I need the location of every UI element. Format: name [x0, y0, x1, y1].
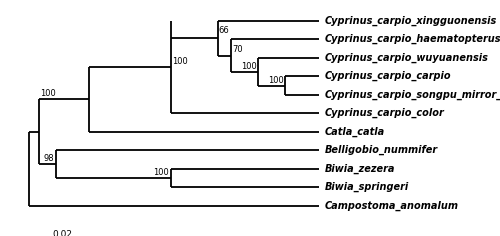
- Text: Cyprinus_carpio_wuyuanensis: Cyprinus_carpio_wuyuanensis: [324, 53, 488, 63]
- Text: 70: 70: [232, 45, 242, 54]
- Text: 0.02: 0.02: [52, 230, 72, 236]
- Text: 98: 98: [44, 154, 54, 163]
- Text: 100: 100: [40, 89, 56, 98]
- Text: Catla_catla: Catla_catla: [324, 127, 384, 137]
- Text: 100: 100: [172, 57, 188, 66]
- Text: 100: 100: [268, 76, 284, 85]
- Text: Cyprinus_carpio_xingguonensis: Cyprinus_carpio_xingguonensis: [324, 16, 496, 26]
- Text: Campostoma_anomalum: Campostoma_anomalum: [324, 201, 458, 211]
- Text: Cyprinus_carpio_songpu_mirror_carp: Cyprinus_carpio_songpu_mirror_carp: [324, 90, 500, 100]
- Text: 100: 100: [153, 168, 169, 177]
- Text: 66: 66: [218, 26, 230, 35]
- Text: Belligobio_nummifer: Belligobio_nummifer: [324, 145, 438, 155]
- Text: Biwia_springeri: Biwia_springeri: [324, 182, 408, 192]
- Text: 100: 100: [241, 62, 257, 71]
- Text: Biwia_zezera: Biwia_zezera: [324, 164, 395, 174]
- Text: Cyprinus_carpio_haematopterus: Cyprinus_carpio_haematopterus: [324, 34, 500, 44]
- Text: Cyprinus_carpio_carpio: Cyprinus_carpio_carpio: [324, 71, 451, 81]
- Text: Cyprinus_carpio_color: Cyprinus_carpio_color: [324, 108, 444, 118]
